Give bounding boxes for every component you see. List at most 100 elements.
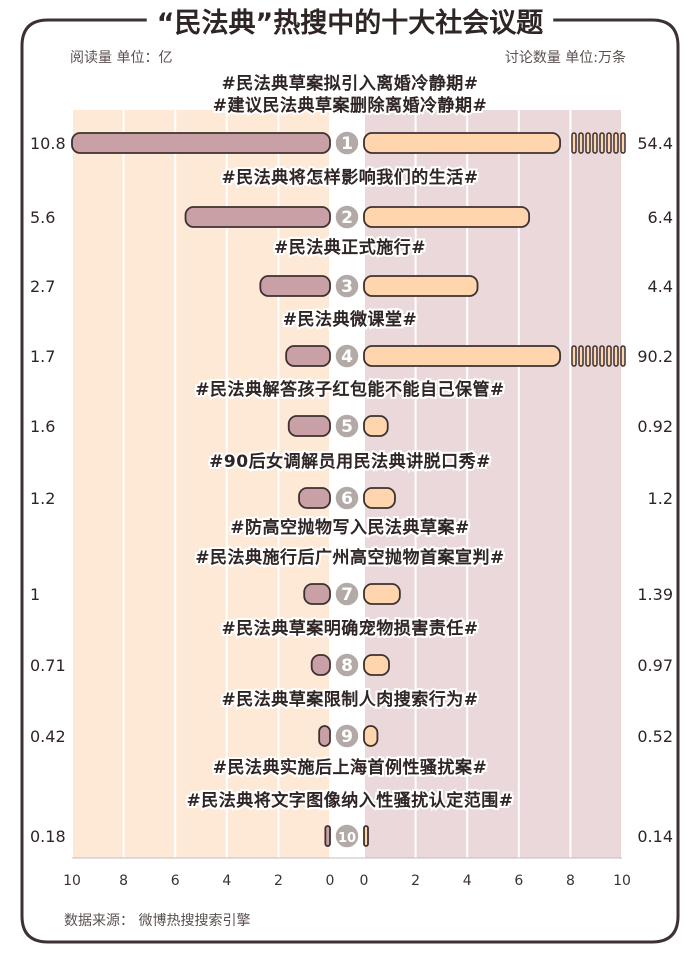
discussions-value: 6.4: [648, 208, 673, 227]
discussions-value: 4.4: [648, 277, 673, 296]
rank-number: 8: [341, 656, 353, 676]
overflow-tick: [613, 345, 619, 367]
right-axis-tick: 8: [566, 873, 575, 889]
overflow-tick: [613, 132, 619, 154]
left-axis-tick: 8: [119, 873, 128, 889]
rank-number: 9: [341, 727, 353, 747]
topic-label: #民法典将怎样影响我们的生活#: [222, 167, 479, 188]
left-axis-tick: 10: [63, 873, 81, 889]
reads-value: 5.6: [30, 208, 55, 227]
right-axis-tick: 6: [514, 873, 523, 889]
discussions-bar: [363, 654, 390, 676]
rank-number: 4: [341, 347, 353, 367]
discussions-value: 0.92: [637, 417, 673, 436]
left-axis-tick: 6: [171, 873, 180, 889]
reads-bar: [184, 206, 331, 228]
right-axis-tick: 2: [411, 873, 420, 889]
reads-value: 1.6: [30, 417, 55, 436]
rank-circle: [334, 823, 360, 849]
overflow-tick: [620, 132, 626, 154]
topic-label: #民法典草案限制人肉搜索行为#: [222, 689, 479, 710]
discussions-value: 90.2: [637, 347, 673, 366]
topic-label: #建议民法典草案删除离婚冷静期#: [213, 95, 488, 116]
reads-value: 0.71: [30, 656, 66, 675]
reads-bar: [71, 132, 331, 154]
rank-circle: [334, 723, 360, 749]
left-band: [73, 110, 123, 858]
right-band: [571, 110, 621, 858]
overflow-tick: [599, 345, 605, 367]
rank-number: 1: [341, 134, 353, 154]
reads-value: 0.42: [30, 727, 66, 746]
discussions-bar: [363, 583, 401, 605]
topic-row: #民法典将怎样影响我们的生活# 2 5.6 6.4: [30, 165, 673, 230]
left-axis-tick: 0: [326, 873, 335, 889]
left-axis-tick: 4: [222, 873, 231, 889]
discussions-value: 0.97: [637, 656, 673, 675]
rank-number: 5: [341, 417, 353, 437]
discussions-value: 1.2: [648, 489, 673, 508]
rank-number: 2: [341, 208, 353, 228]
topic-label: #民法典将文字图像纳入性骚扰认定范围#: [187, 790, 514, 811]
discussions-value: 0.52: [637, 727, 673, 746]
rank-circle: [334, 204, 360, 230]
overflow-tick: [578, 345, 584, 367]
reads-value: 10.8: [30, 134, 66, 153]
reads-bar: [318, 725, 331, 747]
overflow-tick: [592, 345, 598, 367]
chart-title: “民法典”热搜中的十大社会议题: [157, 7, 544, 39]
topic-row: #民法典草案明确宠物损害责任# 8 0.71 0.97: [30, 616, 673, 678]
rank-circle: [334, 581, 360, 607]
right-axis-tick: 0: [360, 873, 369, 889]
overflow-tick: [620, 345, 626, 367]
topic-row: #民法典草案限制人肉搜索行为# 9 0.42 0.52: [30, 687, 673, 749]
source-note: 数据来源： 微博热搜搜索引擎: [64, 912, 250, 929]
topic-row: #民法典微课堂# 4 1.7 90.2: [30, 307, 673, 369]
reads-bar: [285, 345, 331, 367]
topic-row: #防高空抛物写入民法典草案# #民法典施行后广州高空抛物首案宣判# 7 1 1.39: [30, 515, 673, 607]
card-frame: [20, 18, 680, 944]
topic-row: #民法典实施后上海首例性骚扰案# #民法典将文字图像纳入性骚扰认定范围# 10 0.1…: [30, 755, 673, 849]
rank-circle: [334, 413, 360, 439]
rank-number: 3: [341, 277, 353, 297]
reads-bar: [303, 583, 331, 605]
reads-value: 1: [30, 585, 40, 604]
overflow-tick: [571, 132, 577, 154]
right-axis-tick: 10: [613, 873, 631, 889]
rank-circle: [334, 273, 360, 299]
overflow-tick: [585, 132, 591, 154]
discussions-bar: [363, 275, 479, 297]
discussions-bar: [363, 487, 396, 509]
reads-bar: [310, 654, 331, 676]
right-axis-tick: 4: [463, 873, 472, 889]
left-unit-label: 阅读量 单位：亿: [70, 49, 172, 66]
reads-value: 0.18: [30, 827, 66, 846]
right-band: [416, 110, 467, 858]
topic-row: #民法典草案拟引入离婚冷静期##建议民法典草案删除离婚冷静期# 1 10.8 54.4: [30, 71, 673, 156]
reads-value: 1.2: [30, 489, 55, 508]
discussions-bar: [363, 206, 531, 228]
rank-number: 10: [338, 831, 356, 846]
topic-label: #民法典实施后上海首例性骚扰案#: [213, 757, 488, 778]
reads-bar: [298, 487, 331, 509]
discussions-bar: [363, 345, 561, 367]
discussions-bar: [363, 725, 379, 747]
discussions-bar: [363, 415, 389, 437]
overflow-tick: [585, 345, 591, 367]
overflow-tick: [606, 132, 612, 154]
discussions-value: 1.39: [637, 585, 673, 604]
overflow-tick: [606, 345, 612, 367]
topic-label: #防高空抛物写入民法典草案#: [230, 517, 470, 538]
rank-number: 6: [341, 489, 353, 509]
right-band: [519, 110, 570, 858]
reads-value: 2.7: [30, 277, 55, 296]
topic-label: #民法典草案拟引入离婚冷静期#: [222, 73, 479, 94]
overflow-tick: [571, 345, 577, 367]
rank-circle: [334, 130, 360, 156]
discussions-value: 0.14: [637, 827, 673, 846]
topic-label: #90后女调解员用民法典讲脱口秀#: [209, 451, 491, 472]
discussions-bar: [363, 132, 561, 154]
reads-bar: [259, 275, 331, 297]
